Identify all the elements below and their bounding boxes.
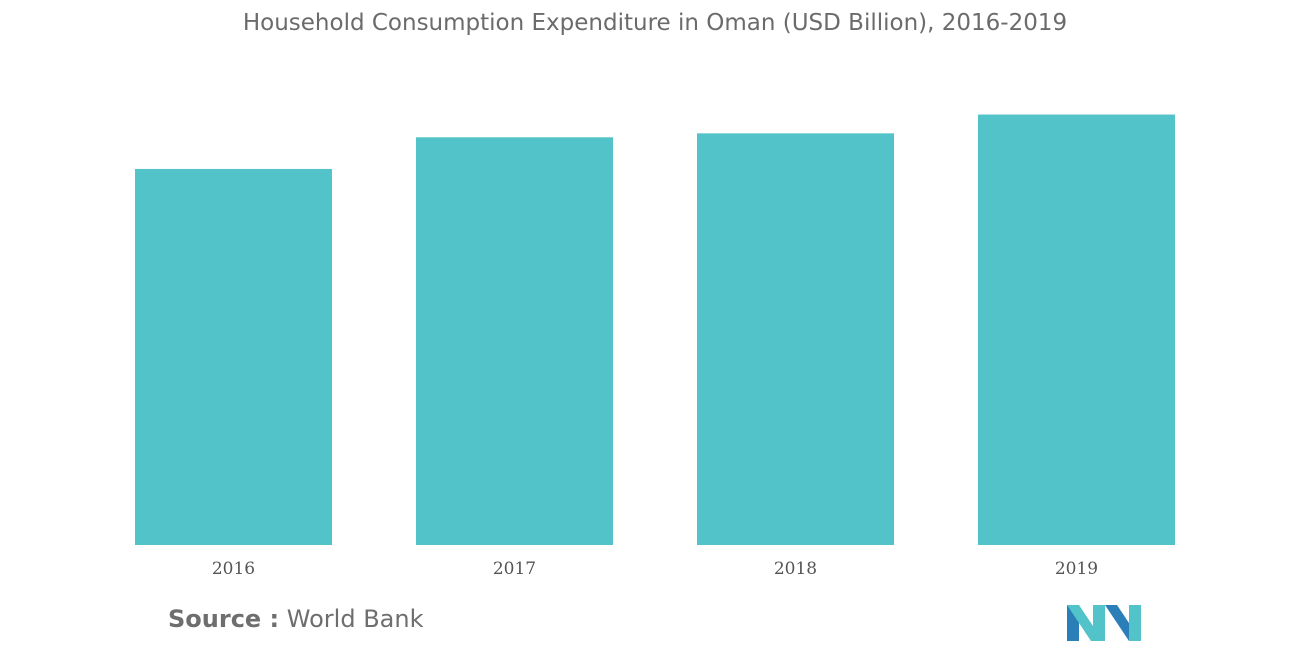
x-tick-label-2019: 2019 [1055, 559, 1098, 579]
bar-chart: 2016 2017 2018 2019 [135, 114, 1175, 579]
x-tick-label-2017: 2017 [493, 559, 536, 579]
bars-group [135, 114, 1175, 546]
source-label: Source : [168, 605, 280, 633]
source-text: World Bank [286, 605, 424, 633]
chart-title: Household Consumption Expenditure in Oma… [242, 10, 1068, 36]
x-tick-label-2016: 2016 [212, 559, 255, 579]
bar-2018 [697, 133, 894, 546]
bar-2017 [416, 137, 613, 545]
x-tick-label-2018: 2018 [774, 559, 817, 579]
mordor-intelligence-logo-icon [1067, 605, 1141, 641]
x-tick-labels: 2016 2017 2018 2019 [212, 559, 1098, 579]
source-note: Source : World Bank [168, 605, 423, 633]
bar-2019 [978, 114, 1175, 545]
bar-2016 [135, 168, 332, 546]
